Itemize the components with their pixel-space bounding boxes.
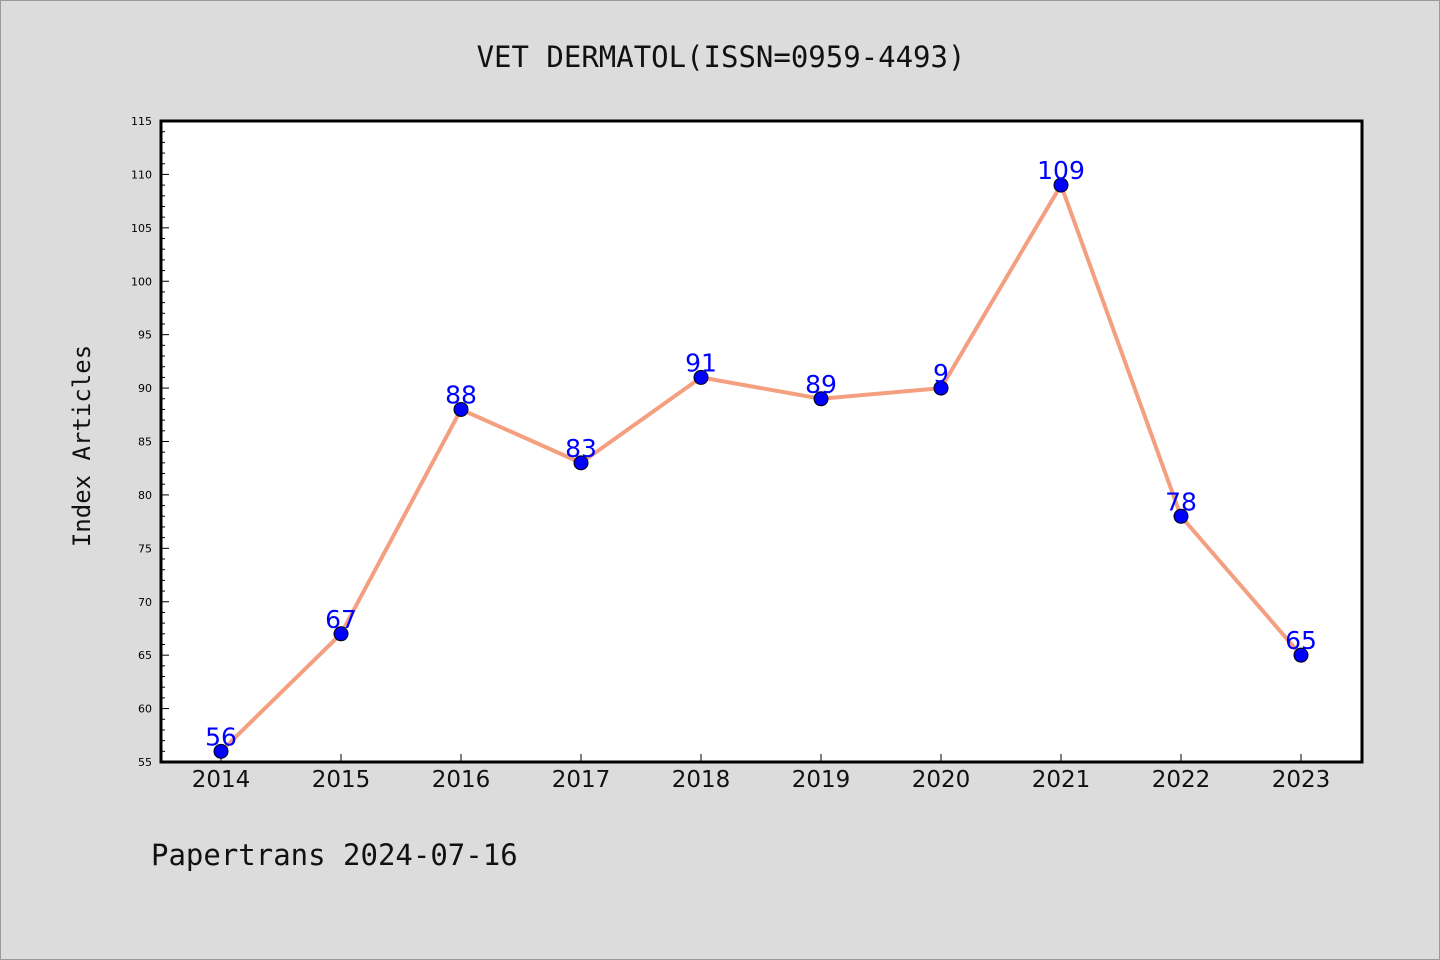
y-tick-label: 80 <box>138 489 152 502</box>
data-label: 65 <box>1285 626 1317 655</box>
x-tick-label: 2023 <box>1272 767 1331 793</box>
data-point <box>693 369 709 385</box>
data-label: 78 <box>1165 487 1197 516</box>
y-tick-label: 110 <box>131 168 152 181</box>
y-tick-label: 95 <box>138 329 152 342</box>
data-point <box>1173 508 1189 524</box>
x-tick-label: 2016 <box>432 767 491 793</box>
data-label: 67 <box>325 605 357 634</box>
plot-area <box>159 119 1364 764</box>
data-point <box>213 743 229 759</box>
y-tick-label: 70 <box>138 596 152 609</box>
chart-title: VET DERMATOL(ISSN=0959-4493) <box>477 40 966 74</box>
data-label: 89 <box>805 370 837 399</box>
y-tick-label: 75 <box>138 542 152 555</box>
data-point <box>933 380 949 396</box>
data-point <box>1293 647 1309 663</box>
data-label: 9 <box>933 359 949 388</box>
data-label: 109 <box>1037 156 1085 185</box>
x-tick-label: 2018 <box>672 767 731 793</box>
data-label: 56 <box>205 722 237 751</box>
data-point <box>453 401 469 417</box>
series-index-articles: 56 67 88 83 91 89 9 109 78 65 <box>205 156 1317 759</box>
y-tick-label: 90 <box>138 382 152 395</box>
x-tick-label: 2020 <box>912 767 971 793</box>
y-tick-label: 100 <box>131 275 152 288</box>
data-label: 83 <box>565 434 597 463</box>
y-tick-label: 60 <box>138 703 152 716</box>
data-point <box>1053 177 1069 193</box>
data-point <box>573 455 589 471</box>
data-point <box>333 626 349 642</box>
x-tick-label: 2019 <box>792 767 851 793</box>
y-tick-label: 105 <box>131 222 152 235</box>
x-axis: 2014 2015 2016 2017 2018 2019 2020 2021 2022 2023 <box>192 754 1331 793</box>
data-label: 91 <box>685 348 717 377</box>
y-tick-label: 85 <box>138 436 152 449</box>
y-tick-label: 65 <box>138 649 152 662</box>
data-label: 88 <box>445 380 477 409</box>
x-tick-label: 2021 <box>1032 767 1091 793</box>
x-tick-label: 2014 <box>192 767 251 793</box>
data-point <box>813 391 829 407</box>
y-axis-label: Index Articles <box>68 345 96 547</box>
y-axis: 55 60 65 70 75 80 85 90 95 100 105 110 115 <box>131 115 169 769</box>
y-tick-label: 115 <box>131 115 152 128</box>
series-line <box>219 183 1303 753</box>
footer-credit: Papertrans 2024-07-16 <box>151 838 518 872</box>
x-tick-label: 2015 <box>312 767 371 793</box>
x-tick-label: 2022 <box>1152 767 1211 793</box>
y-tick-label: 55 <box>138 756 152 769</box>
x-tick-label: 2017 <box>552 767 611 793</box>
